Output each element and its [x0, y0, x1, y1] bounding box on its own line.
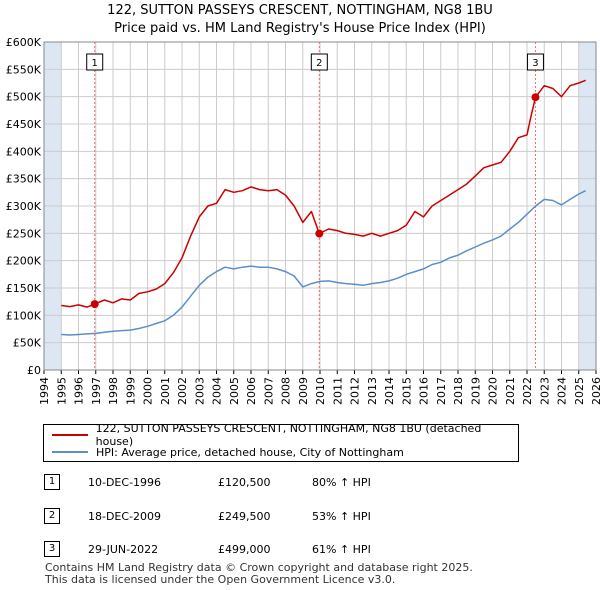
x-tick-label: 2015 — [400, 377, 413, 405]
y-tick-label: £0 — [27, 364, 41, 377]
x-tick-label: 1994 — [38, 377, 51, 405]
x-tick-label: 1996 — [73, 377, 86, 405]
y-tick-label: £450K — [6, 118, 42, 131]
sale-point — [90, 300, 99, 309]
x-tick-label: 2003 — [193, 377, 206, 405]
x-tick-label: 2007 — [262, 377, 275, 405]
sale-point — [315, 229, 324, 238]
sale-marker-box — [86, 53, 104, 71]
legend-item-hpi: HPI: Average price, detached house, City… — [52, 444, 404, 460]
sale-price: £499,000 — [218, 543, 271, 556]
x-tick-label: 2018 — [452, 377, 465, 405]
chart-title-address: 122, SUTTON PASSEYS CRESCENT, NOTTINGHAM… — [107, 3, 493, 18]
legend-swatch-property — [52, 434, 88, 436]
y-tick-label: £150K — [6, 282, 42, 295]
x-tick-label: 1997 — [90, 377, 103, 405]
sale-price: £249,500 — [218, 510, 271, 523]
sale-date: 29-JUN-2022 — [88, 543, 159, 556]
legend-label-hpi: HPI: Average price, detached house, City… — [96, 445, 404, 459]
x-tick-label: 2014 — [383, 377, 396, 405]
y-tick-label: £250K — [6, 227, 42, 240]
chart-title-subtitle: Price paid vs. HM Land Registry's House … — [114, 21, 486, 36]
x-tick-label: 1998 — [107, 377, 120, 405]
sale-hpi-diff: 80% ↑ HPI — [312, 476, 371, 489]
x-tick-label: 2005 — [228, 377, 241, 405]
x-tick-label: 2023 — [538, 377, 551, 405]
legend: 122, SUTTON PASSEYS CRESCENT, NOTTINGHAM… — [43, 422, 519, 462]
x-tick-label: 2013 — [366, 377, 379, 405]
x-tick-label: 2010 — [314, 377, 327, 405]
y-tick-label: £550K — [6, 63, 42, 76]
sale-marker-label: 3 — [532, 58, 538, 69]
y-tick-label: £300K — [6, 200, 42, 213]
x-tick-label: 2019 — [469, 377, 482, 405]
x-tick-label: 1995 — [55, 377, 68, 405]
y-tick-label: £100K — [6, 309, 42, 322]
y-tick-label: £350K — [6, 173, 42, 186]
legend-swatch-hpi — [52, 451, 88, 453]
y-tick-label: £50K — [13, 337, 42, 350]
x-tick-label: 2011 — [331, 377, 344, 405]
x-tick-label: 2004 — [211, 377, 224, 405]
x-tick-label: 2016 — [418, 377, 431, 405]
sale-hpi-diff: 53% ↑ HPI — [312, 510, 371, 523]
x-tick-label: 1999 — [124, 377, 137, 405]
price-chart: £0 £50K £100K £150K £200K £250K £300K £350K £400… — [6, 36, 600, 405]
x-tick-label: 2017 — [435, 377, 448, 405]
property-price-line — [61, 79, 586, 308]
y-tick-label: £600K — [6, 36, 42, 49]
sale-marker-badge: 3 — [44, 541, 60, 557]
x-tick-label: 2012 — [349, 377, 362, 405]
x-tick-label: 2025 — [573, 377, 586, 405]
footer-copyright: Contains HM Land Registry data © Crown c… — [45, 561, 473, 574]
x-tick-label: 2008 — [280, 377, 293, 405]
sale-hpi-diff: 61% ↑ HPI — [312, 543, 371, 556]
sale-point — [531, 93, 540, 102]
x-tick-label: 2024 — [556, 377, 569, 405]
sale-marker-badge: 1 — [44, 474, 60, 490]
x-tick-label: 2020 — [487, 377, 500, 405]
y-tick-label: £500K — [6, 91, 42, 104]
x-tick-label: 2026 — [590, 377, 600, 405]
x-tick-label: 2009 — [297, 377, 310, 405]
y-tick-label: £200K — [6, 255, 42, 268]
x-tick-label: 2022 — [521, 377, 534, 405]
sale-marker-badge: 2 — [44, 508, 60, 524]
y-tick-label: £400K — [6, 145, 42, 158]
plot-frame — [43, 41, 597, 371]
x-tick-label: 2002 — [176, 377, 189, 405]
x-tick-label: 2021 — [504, 377, 517, 405]
sale-price: £120,500 — [218, 476, 271, 489]
sale-marker-box — [526, 53, 544, 71]
sale-marker-box — [310, 53, 328, 71]
sale-date: 10-DEC-1996 — [88, 476, 162, 489]
sale-marker-label: 1 — [92, 58, 98, 69]
x-tick-label: 2006 — [245, 377, 258, 405]
legend-item-property: 122, SUTTON PASSEYS CRESCENT, NOTTINGHAM… — [52, 422, 518, 448]
footer-license: This data is licensed under the Open Gov… — [45, 573, 396, 586]
legend-label-property: 122, SUTTON PASSEYS CRESCENT, NOTTINGHAM… — [95, 422, 482, 448]
hpi-line — [61, 190, 587, 336]
x-tick-label: 2001 — [159, 377, 172, 405]
x-tick-label: 2000 — [142, 377, 155, 405]
sale-date: 18-DEC-2009 — [88, 510, 162, 523]
sale-marker-label: 2 — [316, 58, 322, 69]
